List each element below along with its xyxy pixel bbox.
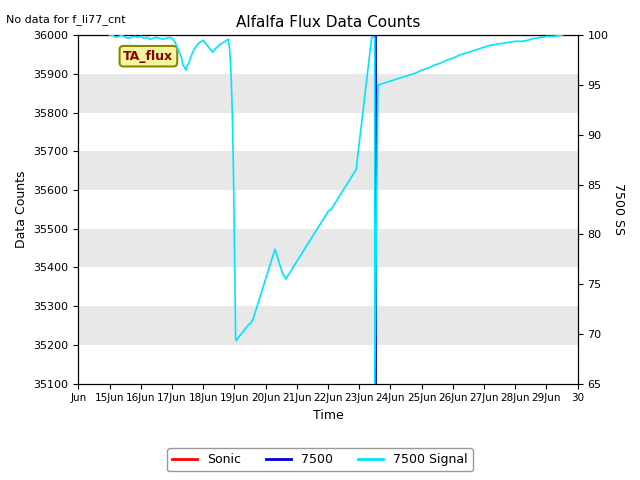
- Bar: [79, 267, 578, 306]
- Bar: [79, 113, 578, 151]
- Bar: [79, 229, 578, 267]
- Y-axis label: Data Counts: Data Counts: [15, 171, 28, 248]
- Bar: [79, 306, 578, 345]
- Title: Alfalfa Flux Data Counts: Alfalfa Flux Data Counts: [236, 15, 420, 30]
- Y-axis label: 7500 SS: 7500 SS: [612, 183, 625, 235]
- Bar: [79, 345, 578, 384]
- Text: TA_flux: TA_flux: [124, 50, 173, 63]
- Bar: [79, 36, 578, 74]
- Legend: Sonic, 7500, 7500 Signal: Sonic, 7500, 7500 Signal: [167, 448, 473, 471]
- Text: No data for f_li77_cnt: No data for f_li77_cnt: [6, 14, 126, 25]
- Bar: [79, 74, 578, 113]
- Bar: [79, 151, 578, 190]
- Bar: [79, 190, 578, 229]
- X-axis label: Time: Time: [312, 409, 344, 422]
